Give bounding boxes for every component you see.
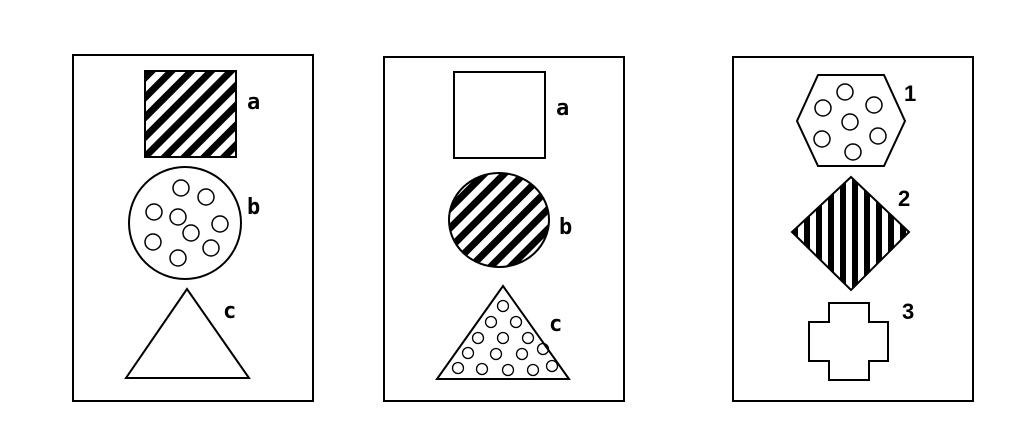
- dotted-triangle: [435, 284, 571, 380]
- panel-3-label-1: 1: [904, 81, 916, 106]
- plain-cross: [808, 302, 889, 381]
- panel-1-label-b: b: [247, 195, 260, 220]
- panel-2-label-c: c: [549, 312, 562, 337]
- panel-3-label-3: 3: [902, 299, 914, 324]
- plain-triangle: [124, 287, 251, 379]
- panel-3-label-2: 2: [898, 186, 910, 211]
- panel-1-label-c: c: [223, 299, 236, 324]
- plain-square: [453, 71, 546, 159]
- striped-square: [144, 70, 237, 158]
- dotted-circle: [128, 166, 242, 280]
- panel-1-label-a: a: [247, 90, 260, 115]
- panel-2-label-a: a: [556, 96, 569, 121]
- panel-2: a b c: [383, 56, 625, 402]
- panel-2-frame: [383, 56, 625, 402]
- striped-diamond: [790, 175, 911, 292]
- panel-3-frame: [732, 56, 974, 402]
- panel-3: 1 2 3: [732, 56, 974, 402]
- dotted-hexagon: [795, 74, 907, 167]
- panel-1-frame: [72, 54, 314, 402]
- striped-circle: [448, 172, 550, 268]
- panel-1: a b c: [72, 54, 314, 402]
- panel-2-label-b: b: [559, 215, 572, 240]
